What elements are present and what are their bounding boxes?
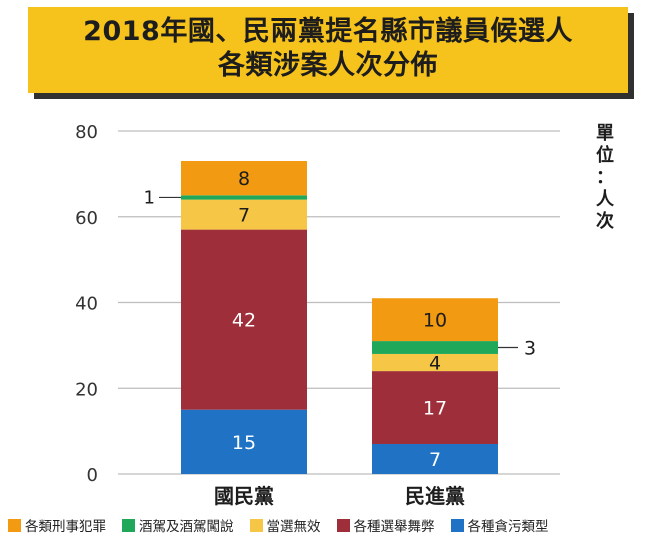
legend-label-4: 各類刑事犯罪 — [25, 519, 106, 535]
bar-segment-0-1 — [181, 229, 307, 410]
data-label-0-0: 15 — [232, 432, 256, 454]
data-label-1-2: 4 — [429, 353, 441, 375]
legend-label-1: 各種選舉舞弊 — [353, 519, 435, 535]
legend-item-4: 各類刑事犯罪 — [8, 515, 106, 535]
legend-label-2: 當選無效 — [266, 519, 321, 535]
y-tick-label-20: 20 — [75, 379, 98, 400]
legend-swatch-1 — [336, 518, 350, 532]
x-tick-label-0: 國民黨 — [214, 484, 274, 508]
data-label-0-1: 42 — [232, 310, 256, 332]
y-tick-label-40: 40 — [75, 294, 98, 315]
bar-segment-1-4 — [372, 298, 498, 342]
legend-swatch-2 — [249, 518, 263, 532]
data-label-1-4: 10 — [423, 310, 447, 332]
legend: 各類刑事犯罪 酒駕及酒駕闖說 當選無效 各種選舉舞弊 各種貪污類型 — [8, 512, 658, 538]
y-tick-label-60: 60 — [75, 208, 98, 229]
bar-segment-0-2 — [181, 199, 307, 230]
legend-item-3: 酒駕及酒駕闖說 — [122, 515, 234, 535]
bar-segment-0-4 — [181, 161, 307, 196]
legend-label-0: 各種貪污類型 — [467, 519, 549, 535]
title-banner: 2018年國、民兩黨提名縣市議員候選人 各類涉案人次分佈 — [28, 7, 628, 93]
callout-label-0: 1 — [144, 187, 155, 208]
bar-segment-1-2 — [372, 353, 498, 372]
legend-item-2: 當選無效 — [249, 515, 321, 535]
bar-segment-0-0 — [181, 409, 307, 474]
bar-segment-0-3 — [181, 195, 307, 200]
x-tick-label-1: 民進黨 — [405, 484, 465, 508]
bar-segment-1-1 — [372, 371, 498, 444]
bar-segment-1-0 — [372, 443, 498, 474]
legend-swatch-3 — [122, 518, 135, 532]
stacked-bar-chart: 0 20 40 60 80 15 42 7 8 國民黨 7 17 4 10 民進黨 1 3 單位：人次 — [75, 122, 615, 508]
legend-item-0: 各種貪污類型 — [450, 515, 549, 535]
legend-label-3: 酒駕及酒駕闖說 — [139, 519, 234, 535]
data-label-1-0: 7 — [429, 449, 441, 471]
callout-label-1: 3 — [524, 338, 536, 360]
unit-label: 單位：人次 — [596, 123, 615, 232]
bar-segment-1-3 — [372, 341, 498, 354]
data-label-0-4: 8 — [238, 168, 250, 190]
data-label-0-2: 7 — [238, 205, 250, 227]
data-label-1-1: 17 — [423, 398, 447, 420]
legend-item-1: 各種選舉舞弊 — [336, 515, 435, 535]
legend-swatch-4 — [8, 518, 21, 532]
chart-title-line-2: 各類涉案人次分佈 — [218, 50, 438, 81]
legend-swatch-0 — [450, 518, 464, 532]
y-tick-label-0: 0 — [87, 465, 98, 486]
chart-title-line-1: 2018年國、民兩黨提名縣市議員候選人 — [83, 16, 573, 47]
y-tick-label-80: 80 — [75, 122, 98, 143]
